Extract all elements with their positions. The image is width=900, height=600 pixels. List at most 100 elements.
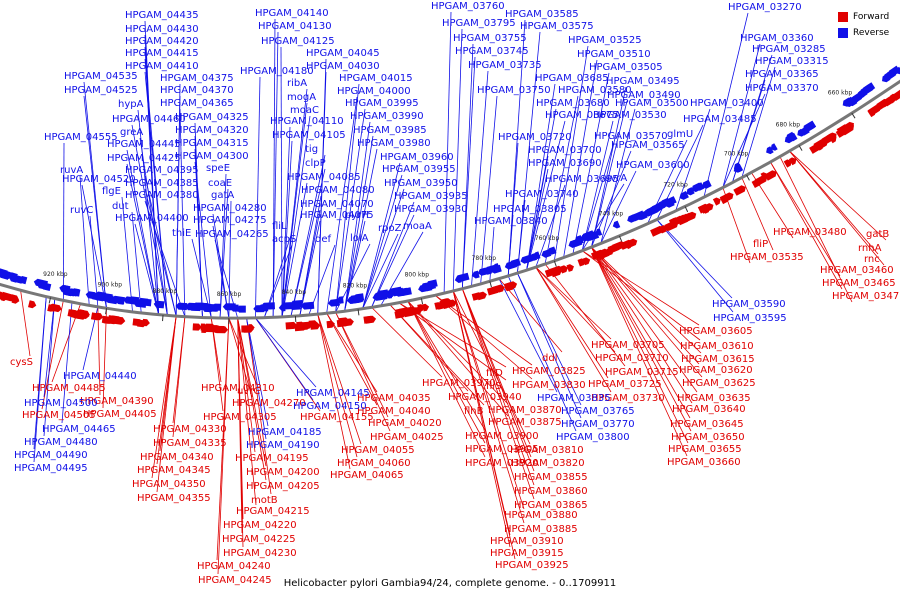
gene-label-reverse[interactable]: HPGAM_03735 — [468, 60, 542, 71]
gene-label-reverse[interactable]: hypA — [118, 99, 144, 110]
gene-label-reverse[interactable]: HPGAM_04445 — [107, 139, 181, 150]
gene-label-forward[interactable]: HPGAM_03830 — [512, 380, 586, 391]
gene-label-forward[interactable]: HPGAM_04155 — [300, 412, 374, 423]
gene-label-reverse[interactable]: HPGAM_03360 — [740, 33, 814, 44]
gene-label-reverse[interactable]: HPGAM_03585 — [505, 9, 579, 20]
gene-label-reverse[interactable]: HPGAM_03510 — [577, 49, 651, 60]
gene-label-forward[interactable]: HPGAM_03880 — [504, 510, 578, 521]
gene-label-reverse[interactable]: HPGAM_03500 — [615, 98, 689, 109]
gene-label-reverse[interactable]: HPGAM_04315 — [175, 138, 249, 149]
gene-label-reverse[interactable]: HPGAM_04150 — [293, 401, 367, 412]
gene-label-forward[interactable]: HPGAM_03860 — [514, 486, 588, 497]
gene-label-forward[interactable]: HPGAM_04040 — [357, 406, 431, 417]
gene-label-reverse[interactable]: HPGAM_03840 — [474, 216, 548, 227]
gene-label-reverse[interactable]: HPGAM_04385 — [125, 178, 199, 189]
gene-label-reverse[interactable]: ruvA — [60, 165, 83, 176]
gene-label-reverse[interactable]: HPGAM_04430 — [125, 24, 199, 35]
gene-label-reverse[interactable]: HPGAM_04075 — [300, 210, 374, 221]
gene-label-forward[interactable]: HPGAM_04060 — [337, 458, 411, 469]
gene-label-reverse[interactable]: HPGAM_04520 — [62, 174, 136, 185]
gene-label-reverse[interactable]: HPGAM_03980 — [357, 138, 431, 149]
gene-label-reverse[interactable]: HPGAM_04280 — [193, 203, 267, 214]
gene-label-forward[interactable]: HPGAM_04220 — [223, 520, 297, 531]
gene-label-forward[interactable]: HPGAM_03970 — [422, 378, 496, 389]
gene-label-reverse[interactable]: HPGAM_04180 — [240, 66, 314, 77]
gene-label-reverse[interactable]: HPGAM_03935 — [394, 191, 468, 202]
gene-label-forward[interactable]: HPGAM_04230 — [223, 548, 297, 559]
gene-label-reverse[interactable]: pyrH — [345, 210, 369, 221]
gene-label-forward[interactable]: HPGAM_04240 — [197, 561, 271, 572]
gene-label-forward[interactable]: HPGAM_03905 — [465, 444, 539, 455]
gene-label-forward[interactable]: HPGAM_03535 — [730, 252, 804, 263]
gene-label-reverse[interactable]: HPGAM_04400 — [115, 213, 189, 224]
gene-label-reverse[interactable]: HPGAM_03530 — [593, 110, 667, 121]
gene-label-forward[interactable]: HPGAM_04020 — [368, 418, 442, 429]
gene-label-forward[interactable]: HPGAM_04205 — [246, 481, 320, 492]
gene-label-reverse[interactable]: HPGAM_03565 — [611, 140, 685, 151]
gene-label-forward[interactable]: HPGAM_03915 — [490, 548, 564, 559]
gene-label-forward[interactable]: HPGAM_04485 — [32, 383, 106, 394]
gene-label-forward[interactable]: HPGAM_03655 — [668, 444, 742, 455]
gene-label-reverse[interactable]: HPGAM_03315 — [755, 56, 829, 67]
gene-label-forward[interactable]: HPGAM_03825 — [512, 366, 586, 377]
gene-label-reverse[interactable]: uvrA — [604, 173, 627, 184]
gene-label-reverse[interactable]: HPGAM_03990 — [350, 111, 424, 122]
gene-label-reverse[interactable]: fliL — [272, 221, 287, 232]
gene-label-reverse[interactable]: HPGAM_04555 — [44, 132, 118, 143]
gene-label-reverse[interactable]: HPGAM_03995 — [345, 98, 419, 109]
gene-label-reverse[interactable]: HPGAM_04145 — [296, 388, 370, 399]
gene-label-forward[interactable]: HPGAM_03870 — [488, 405, 562, 416]
gene-label-reverse[interactable]: moaA — [403, 221, 432, 232]
gene-label-forward[interactable]: HPGAM_04405 — [83, 409, 157, 420]
gene-label-reverse[interactable]: HPGAM_04105 — [272, 130, 346, 141]
gene-label-reverse[interactable]: HPGAM_03285 — [752, 44, 826, 55]
gene-label-reverse[interactable]: HPGAM_04375 — [160, 73, 234, 84]
gene-label-reverse[interactable]: HPGAM_04435 — [125, 10, 199, 21]
gene-label-reverse[interactable]: HPGAM_03960 — [380, 152, 454, 163]
gene-label-forward[interactable]: HPGAM_04330 — [153, 424, 227, 435]
gene-label-reverse[interactable]: HPGAM_03525 — [568, 35, 642, 46]
gene-label-reverse[interactable]: ruvC — [70, 205, 93, 216]
gene-label-reverse[interactable]: HPGAM_03675 — [545, 110, 619, 121]
gene-label-reverse[interactable]: HPGAM_04265 — [195, 229, 269, 240]
gene-label-forward[interactable]: HPGAM_03710 — [595, 353, 669, 364]
gene-label-reverse[interactable]: flgE — [102, 186, 121, 197]
gene-label-reverse[interactable]: HPGAM_03685 — [535, 73, 609, 84]
gene-label-reverse[interactable]: HPGAM_04300 — [175, 151, 249, 162]
gene-label-reverse[interactable]: thiE — [172, 228, 191, 239]
gene-label-reverse[interactable]: HPGAM_03575 — [520, 21, 594, 32]
gene-label-reverse[interactable]: moaC — [290, 105, 319, 116]
gene-label-reverse[interactable]: ribA — [287, 78, 307, 89]
gene-label-reverse[interactable]: HPGAM_03600 — [616, 160, 690, 171]
gene-label-reverse[interactable]: clpP — [305, 158, 326, 169]
gene-label-reverse[interactable]: speE — [206, 163, 230, 174]
gene-label-reverse[interactable]: HPGAM_03760 — [431, 1, 505, 12]
gene-label-forward[interactable]: motB — [251, 495, 278, 506]
gene-label-reverse[interactable]: HPGAM_04525 — [64, 85, 138, 96]
gene-label-forward[interactable]: HPGAM_03900 — [465, 431, 539, 442]
gene-label-forward[interactable]: rnhA — [858, 243, 882, 254]
gene-label-forward[interactable]: rnc — [864, 254, 880, 265]
gene-label-forward[interactable]: HPGAM_03625 — [682, 378, 756, 389]
gene-label-reverse[interactable]: HPGAM_03720 — [498, 132, 572, 143]
gene-label-reverse[interactable]: HPGAM_04465 — [42, 424, 116, 435]
gene-label-forward[interactable]: HPGAM_03865 — [514, 500, 588, 511]
gene-label-forward[interactable]: HPGAM_04225 — [222, 534, 296, 545]
gene-label-reverse[interactable]: HPGAM_03495 — [606, 76, 680, 87]
gene-label-reverse[interactable]: lolA — [350, 233, 369, 244]
gene-label-reverse[interactable]: HPGAM_03690 — [528, 158, 602, 169]
gene-label-reverse[interactable]: greA — [120, 127, 143, 138]
gene-label-reverse[interactable]: HPGAM_03765 — [561, 406, 635, 417]
gene-label-forward[interactable]: HPGAM_03725 — [588, 379, 662, 390]
gene-label-forward[interactable]: HPGAM_03910 — [490, 536, 564, 547]
gene-label-reverse[interactable]: HPGAM_04130 — [258, 21, 332, 32]
gene-label-reverse[interactable]: HPGAM_04275 — [193, 215, 267, 226]
gene-label-forward[interactable]: HPGAM_03640 — [672, 404, 746, 415]
gene-label-forward[interactable]: flhB — [464, 406, 484, 417]
gene-label-forward[interactable]: HPGAM_04270 — [232, 398, 306, 409]
gene-label-forward[interactable]: HPGAM_04305 — [203, 412, 277, 423]
gene-label-reverse[interactable]: HPGAM_04320 — [175, 125, 249, 136]
gene-label-reverse[interactable]: HPGAM_04365 — [160, 98, 234, 109]
gene-label-forward[interactable]: HPGAM_04340 — [140, 452, 214, 463]
gene-label-reverse[interactable]: HPGAM_04500 — [24, 398, 98, 409]
